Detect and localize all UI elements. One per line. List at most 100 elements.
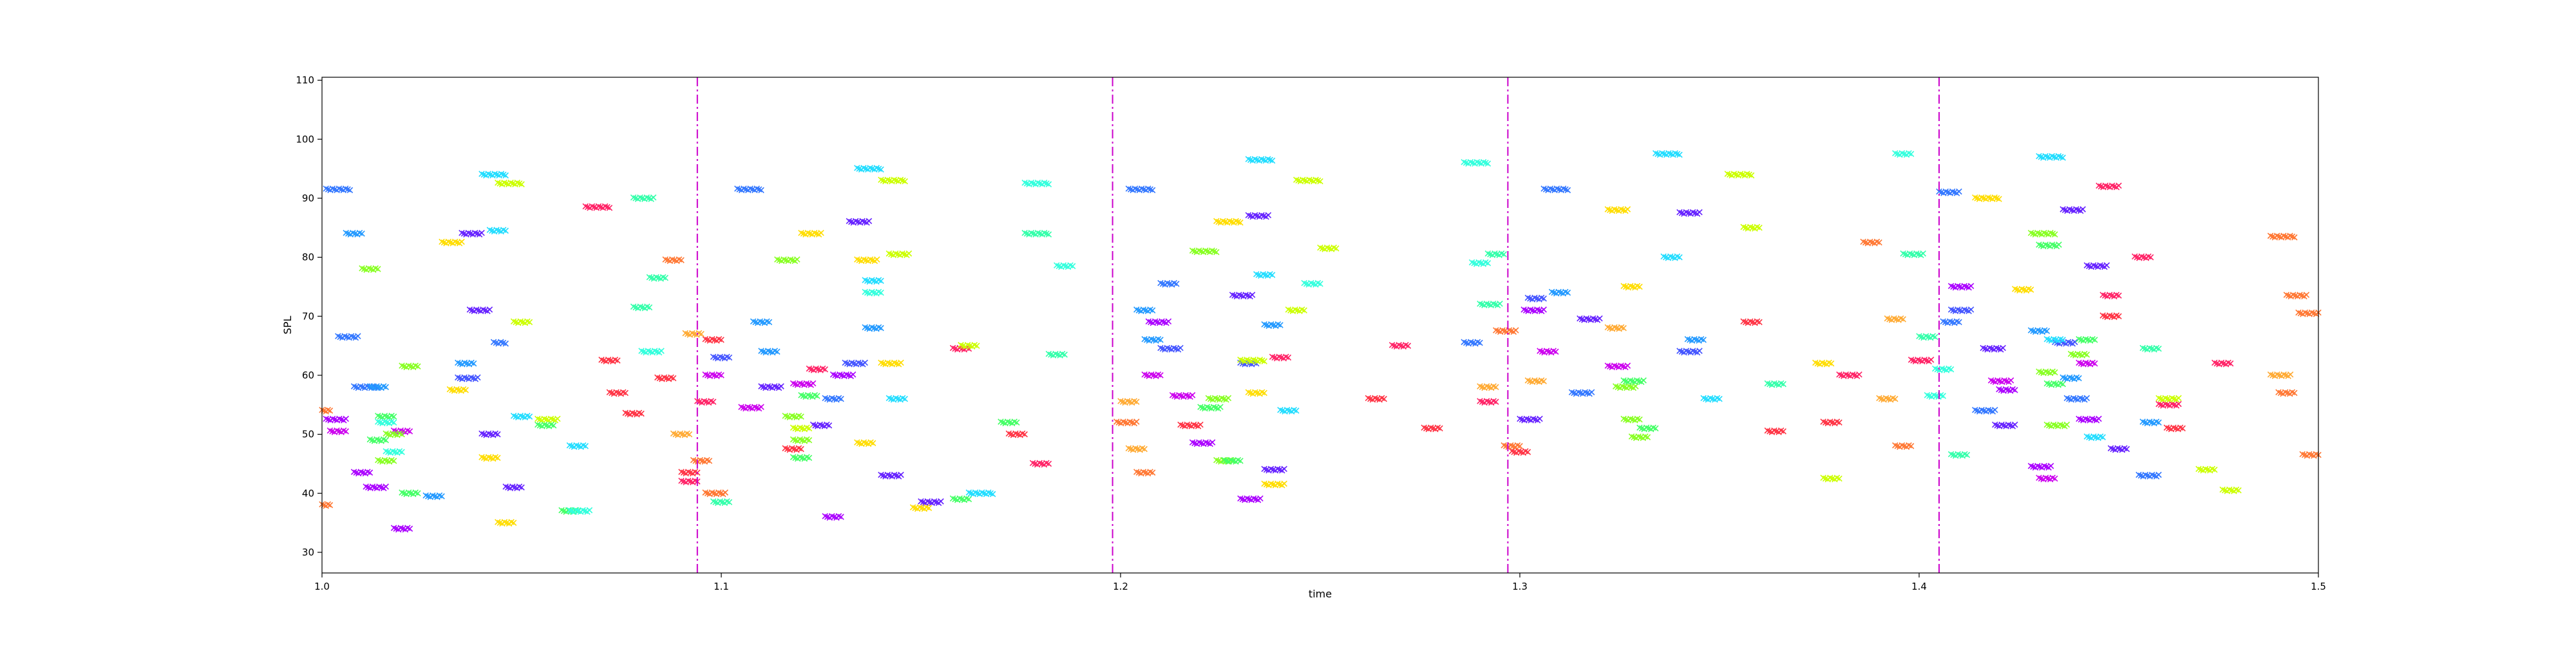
data-point [1992, 406, 1998, 413]
data-point [325, 501, 332, 508]
data-point [399, 431, 405, 438]
data-point-run [1936, 188, 1962, 196]
data-point [1892, 395, 1899, 402]
data-point [390, 458, 397, 464]
data-point-run [790, 380, 817, 388]
data-point-run [2083, 433, 2106, 442]
data-point [806, 436, 813, 444]
data-marks [319, 150, 2322, 533]
data-point-run [1301, 279, 1323, 288]
data-point [383, 384, 389, 391]
data-point [1856, 371, 1862, 378]
data-point [343, 428, 349, 435]
data-point [814, 393, 820, 399]
data-point [1537, 415, 1543, 422]
y-tick-label: 70 [302, 310, 314, 322]
data-point-run [694, 398, 717, 406]
data-point-run [383, 448, 405, 456]
data-point-run [2267, 232, 2298, 241]
data-point-run [1501, 442, 1523, 450]
data-point-run [1700, 395, 1723, 403]
data-point [2092, 337, 2098, 343]
data-point [925, 505, 933, 511]
data-point [866, 218, 873, 225]
data-point-run [862, 288, 884, 297]
data-point [390, 413, 397, 420]
data-point [1696, 209, 1703, 216]
data-point [1497, 300, 1503, 307]
data-point-run [1836, 371, 1862, 379]
data-point-run [1245, 389, 1267, 397]
data-point-run [399, 489, 421, 498]
series-5 [582, 182, 2234, 485]
data-point-run [1317, 244, 1340, 252]
data-point-run [1628, 433, 1651, 442]
data-point [415, 363, 421, 370]
data-point-run [1660, 253, 1683, 261]
data-point [678, 257, 685, 263]
data-point [2211, 466, 2218, 473]
series-11 [359, 229, 2090, 465]
data-point [1908, 151, 1915, 157]
data-point-run [1676, 348, 1703, 356]
x-axis: 1.0 1.1 1.2 1.3 1.4 1.5 [314, 573, 2326, 592]
data-point-run [1972, 194, 2002, 202]
data-point [406, 428, 413, 435]
data-point [510, 520, 517, 526]
data-point-run [486, 227, 509, 235]
data-point-run [1540, 185, 1571, 194]
series-16 [343, 229, 2162, 500]
data-point [1636, 283, 1643, 290]
data-point [606, 205, 613, 211]
data-point-run [2099, 292, 2122, 300]
data-point [2291, 389, 2298, 397]
data-point [1209, 439, 1216, 445]
data-point-run [646, 274, 668, 282]
data-point-run [702, 489, 728, 498]
data-point-run [949, 344, 972, 353]
data-point [1014, 419, 1020, 426]
data-point-run [782, 413, 804, 421]
data-point [1517, 443, 1523, 449]
data-point [1261, 389, 1267, 397]
data-point [495, 455, 501, 462]
data-point-run [1932, 365, 1955, 373]
data-point-run [359, 265, 381, 273]
data-point-run [566, 507, 593, 515]
data-point [1141, 445, 1148, 453]
data-point-run [383, 430, 405, 438]
data-point-run [1604, 206, 1631, 214]
data-point [390, 419, 397, 426]
data-point [2000, 344, 2006, 352]
data-point [1285, 354, 1292, 361]
data-point [1381, 395, 1387, 402]
data-point [1045, 460, 1052, 467]
data-point-run [1021, 229, 1052, 238]
data-point-run [399, 362, 421, 371]
data-point-run [2036, 241, 2062, 250]
data-point [1501, 251, 1507, 258]
data-point [1780, 380, 1786, 388]
data-point [1836, 475, 1842, 482]
data-point-run [1900, 250, 1926, 258]
data-point-run [490, 339, 509, 347]
x-tick-label: 1.3 [1512, 581, 1528, 592]
data-point [2043, 328, 2050, 334]
data-point-run [1045, 350, 1068, 359]
data-point-run [1604, 362, 1631, 371]
data-point-run [1992, 421, 2018, 429]
data-point-run [446, 386, 469, 394]
data-point-run [2219, 486, 2242, 494]
data-point [1540, 295, 1547, 302]
data-point [1189, 392, 1196, 399]
data-point [1524, 449, 1531, 455]
data-point [1165, 318, 1172, 324]
data-point [2092, 360, 2098, 367]
y-tick-label: 80 [302, 252, 314, 263]
data-point [366, 469, 374, 476]
data-point [766, 319, 773, 326]
data-point-run [710, 498, 733, 506]
data-point-run [1133, 306, 1156, 315]
data-point-run [1577, 315, 1603, 323]
data-point [2052, 231, 2058, 238]
